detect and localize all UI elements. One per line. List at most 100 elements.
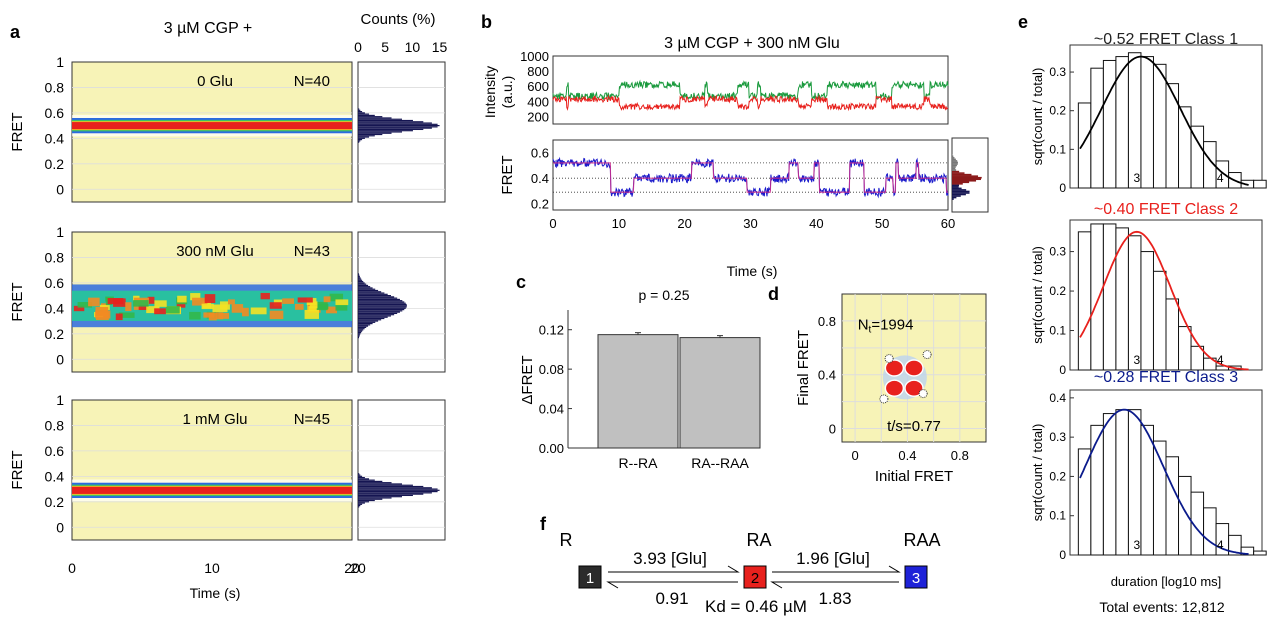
d-y-tick-label: 0.8 [818,314,836,329]
row-n-label: N=43 [294,243,330,260]
density-blob [201,303,214,310]
density-blob [212,304,228,313]
e-hist-bar [1102,223,1117,371]
fret-tick-label: 0.2 [531,197,549,212]
rate-forward-1: 3.93 [Glu] [633,549,707,568]
histogram-bar [358,140,361,142]
e-fit-curve [1079,55,1249,186]
fret-frame [552,139,949,211]
trace-histogram-bar [952,189,967,191]
fret-tick-label: 0.6 [531,146,549,161]
histogram-bar [358,324,371,326]
density-blob [133,300,149,307]
histogram-bar [358,337,360,339]
kd-value: Kd = 0.46 µM [705,597,807,616]
histogram-bar [358,315,391,317]
e-hist-bar [1253,550,1267,556]
row-condition-label: 300 nM Glu [176,243,254,260]
state-name-r: R [560,530,573,550]
histogram-bar [358,286,371,288]
e-hist-bar [1140,56,1154,189]
d-nt-sub: t [869,325,872,336]
e-hist-bar [1102,413,1117,556]
d-minor-peak [922,350,932,360]
density-blob [118,312,135,318]
density-blob [297,297,313,303]
e-hist-bar [1165,456,1180,556]
fret-heatmap-row-2: 300 nM Glu N=43 0 0.2 0.4 0.6 0.8 1 FRET [9,224,446,373]
density-blob [304,309,319,319]
y-tick-label: 0.4 [45,300,65,316]
histogram-bar [358,487,432,489]
trace-histogram-bar [952,186,959,188]
e-y-tick-label: 0.1 [1049,142,1066,156]
y-tick-label: 0.4 [45,130,65,146]
panel-a-hist-title: Counts (%) [360,11,435,28]
histogram-bar [358,125,440,127]
density-blob [220,301,230,310]
d-x-tick-label: 0.8 [951,448,969,463]
trace-histogram-bar [952,193,966,196]
intensity-tick-label: 400 [527,94,549,109]
y-tick-label: 0 [56,181,64,197]
histogram-bar [358,473,360,475]
fret-tick-label: 0.4 [531,171,549,186]
histogram-bar [358,330,363,332]
histogram-bar [358,296,395,298]
y-tick-label: 0.4 [45,468,65,484]
e-hist-bar [1203,507,1217,556]
histogram-bar [358,309,405,311]
d-nt-label: Nt=1994 [858,317,914,336]
time-tick-label: 0 [549,216,556,231]
panel-label-c: c [516,272,526,292]
density-blob [295,303,304,310]
histogram-bar [358,141,360,143]
histogram-bar [358,306,407,308]
trace-histogram-bar [952,192,970,194]
y-tick-label: 0.6 [45,275,65,291]
density-blob [269,302,282,309]
histogram-bar [358,312,398,315]
d-x-tick-label: 0 [851,448,858,463]
panel-label-a: a [10,22,21,42]
e-x-axis-label: duration [log10 ms] [1111,574,1222,589]
panel-d-tdp-heatmap: Nt=1994 t/s=0.77 00 0.4 0.4 0.8 0.8 Initial FRE… [795,293,987,485]
histogram-bar [358,321,376,323]
trace-histogram-bar [952,183,963,185]
e-y-tick-label: 0.1 [1049,509,1066,523]
histogram-bar [358,484,413,486]
histogram-bar [358,325,369,327]
histogram-bar [358,474,361,476]
e-hist-bar [1228,534,1242,556]
histogram-bar [358,501,370,503]
histogram-bar [358,335,360,337]
state-box-1 [578,565,602,589]
e-class-title: ~0.52 FRET Class 1 [1094,31,1238,48]
histogram-bar [358,494,413,497]
density-blob [215,312,224,320]
histogram-bar [358,334,360,336]
panel-b-title: 3 µM CGP + 300 nM Glu [664,35,840,52]
density-blob [227,299,235,305]
y-tick-label: 0.6 [45,443,65,459]
trace-histogram-bar [952,163,958,165]
histogram-bar [358,277,361,279]
e-y-tick-label: 0.1 [1049,324,1066,338]
histogram-bar [358,497,392,499]
d-nt-main: N [858,317,869,334]
y-tick-label: 0 [56,519,64,535]
histogram-bar [358,117,392,119]
histogram-bar [358,498,383,500]
hist-x-tick-label: 20 [350,560,366,576]
histogram-bar [358,489,440,491]
histogram-bar [358,273,360,275]
y-tick-label: 0.8 [45,249,65,265]
histogram-bar [358,108,360,110]
x-tick-label: 0 [68,560,76,576]
histogram-bar [358,477,365,479]
dwell-histogram-class-2: ~0.40 FRET Class 2 0 0.1 0.2 0.3 3 4 sqrt(count… [1030,201,1263,377]
state-name-raa: RAA [903,530,940,550]
e-x-tick-label: 3 [1133,353,1140,367]
d-y-tick-label: 0 [829,422,836,437]
panel-e-total: Total events: 12,812 [1099,599,1225,615]
